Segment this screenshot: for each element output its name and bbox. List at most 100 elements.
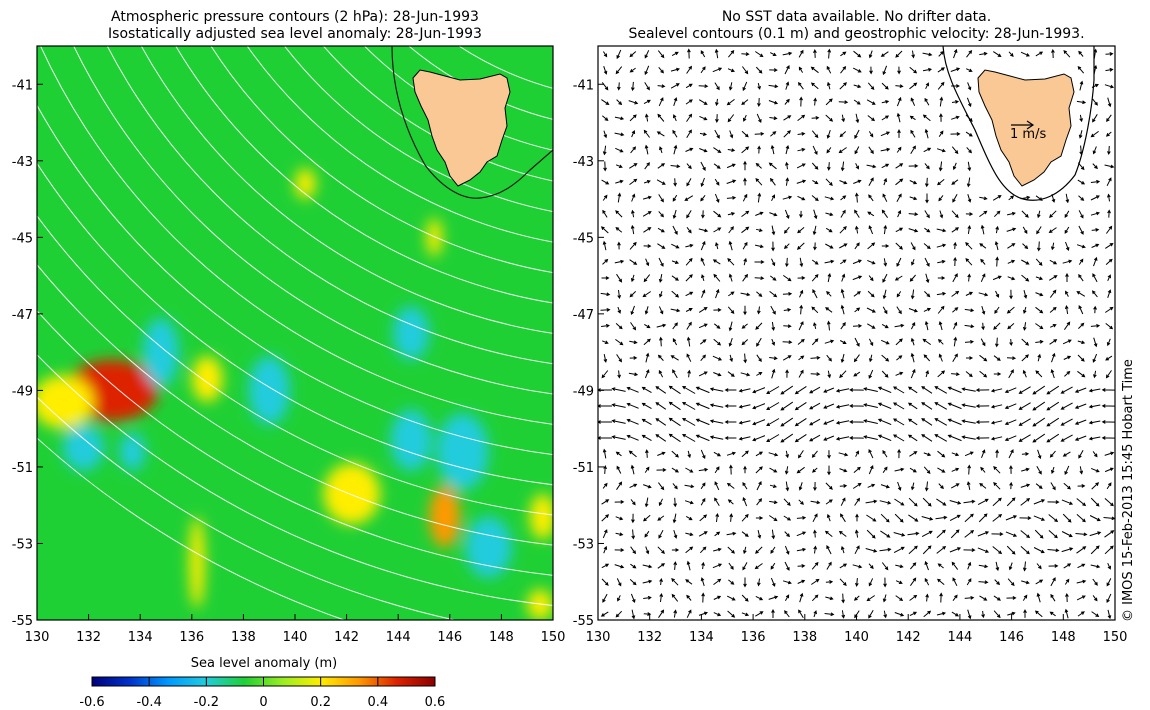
velocity-arrow bbox=[883, 610, 888, 619]
right-axes: 130 132 134 136 138 140 142 144 146 148 150 -41 -43 -… bbox=[573, 78, 1128, 645]
velocity-arrow bbox=[1065, 592, 1069, 603]
velocity-arrow bbox=[867, 323, 876, 329]
tasmania-right bbox=[977, 69, 1075, 187]
velocity-arrow bbox=[796, 179, 807, 184]
velocity-arrow bbox=[841, 114, 846, 123]
velocity-arrow bbox=[616, 49, 622, 60]
velocity-arrow bbox=[769, 52, 777, 56]
right-xtick-label: 148 bbox=[1051, 630, 1076, 645]
velocity-arrow bbox=[936, 611, 947, 616]
velocity-arrow bbox=[602, 51, 608, 58]
velocity-arrow bbox=[713, 227, 722, 233]
velocity-arrow bbox=[655, 402, 667, 410]
velocity-arrow bbox=[1020, 497, 1031, 506]
velocity-arrow bbox=[967, 561, 972, 570]
velocity-arrow bbox=[1035, 276, 1044, 281]
velocity-arrow bbox=[700, 497, 706, 506]
velocity-arrow bbox=[854, 529, 859, 538]
velocity-arrow bbox=[1092, 595, 1098, 602]
velocity-arrow bbox=[1048, 530, 1058, 539]
velocity-arrow bbox=[1022, 322, 1027, 331]
velocity-arrow bbox=[728, 273, 733, 282]
velocity-arrow bbox=[812, 179, 819, 185]
velocity-arrow bbox=[727, 610, 736, 618]
velocity-arrow bbox=[868, 578, 874, 587]
velocity-arrow bbox=[783, 115, 792, 121]
velocity-arrow bbox=[849, 436, 864, 440]
velocity-arrow bbox=[825, 114, 834, 122]
velocity-arrow bbox=[896, 355, 903, 361]
velocity-arrow bbox=[1101, 420, 1115, 424]
velocity-arrow bbox=[895, 338, 903, 346]
velocity-arrow bbox=[964, 451, 974, 457]
velocity-arrow bbox=[937, 276, 946, 280]
velocity-arrow bbox=[934, 386, 948, 394]
velocity-arrow bbox=[908, 212, 919, 217]
velocity-arrow bbox=[799, 96, 803, 107]
velocity-arrow bbox=[950, 483, 960, 489]
velocity-arrow bbox=[657, 515, 665, 521]
velocity-arrow bbox=[714, 193, 720, 204]
velocity-arrow bbox=[963, 548, 976, 552]
velocity-arrow bbox=[881, 562, 889, 571]
velocity-arrow bbox=[712, 259, 721, 265]
velocity-arrow bbox=[1049, 306, 1057, 313]
velocity-arrow bbox=[978, 513, 988, 523]
left-xtick-label: 142 bbox=[334, 630, 359, 645]
velocity-arrow bbox=[909, 611, 918, 617]
velocity-arrow bbox=[615, 147, 624, 153]
velocity-arrow bbox=[1022, 561, 1027, 572]
velocity-arrow bbox=[643, 180, 651, 184]
velocity-arrow bbox=[695, 418, 710, 426]
velocity-arrow bbox=[1009, 289, 1013, 300]
velocity-arrow bbox=[757, 306, 761, 315]
velocity-arrow bbox=[1074, 387, 1087, 393]
velocity-arrow bbox=[686, 321, 692, 330]
velocity-arrow bbox=[782, 195, 793, 200]
velocity-arrow bbox=[1089, 515, 1101, 522]
velocity-arrow bbox=[965, 291, 974, 296]
velocity-arrow bbox=[656, 179, 666, 185]
velocity-arrow bbox=[713, 612, 722, 617]
velocity-arrow bbox=[629, 340, 638, 345]
left-title: Atmospheric pressure contours (2 hPa): 2… bbox=[37, 9, 553, 43]
velocity-arrow bbox=[811, 195, 819, 202]
velocity-arrow bbox=[741, 612, 750, 617]
velocity-arrow bbox=[854, 307, 861, 313]
velocity-arrow bbox=[642, 211, 652, 217]
velocity-arrow bbox=[1107, 289, 1112, 298]
velocity-arrow bbox=[784, 561, 790, 571]
velocity-arrow bbox=[794, 433, 807, 443]
velocity-arrow bbox=[1105, 370, 1112, 379]
velocity-arrow bbox=[752, 403, 766, 410]
velocity-arrow bbox=[742, 81, 748, 92]
velocity-arrow bbox=[978, 580, 989, 585]
velocity-arrow bbox=[1007, 578, 1015, 587]
left-ytick-label: -45 bbox=[12, 231, 33, 246]
velocity-arrow bbox=[1063, 563, 1072, 569]
velocity-arrow bbox=[908, 228, 919, 233]
velocity-arrow bbox=[994, 579, 1001, 586]
velocity-arrow bbox=[840, 195, 847, 201]
velocity-arrow bbox=[738, 404, 751, 409]
velocity-arrow bbox=[1104, 498, 1114, 507]
velocity-arrow bbox=[1005, 531, 1018, 537]
velocity-arrow bbox=[1092, 451, 1098, 458]
velocity-arrow bbox=[601, 499, 610, 505]
velocity-arrow bbox=[728, 579, 735, 585]
velocity-arrow bbox=[659, 592, 664, 603]
velocity-arrow bbox=[642, 579, 653, 584]
velocity-arrow bbox=[784, 545, 790, 555]
velocity-arrow bbox=[964, 529, 975, 538]
velocity-arrow bbox=[894, 513, 904, 523]
velocity-arrow bbox=[598, 420, 612, 424]
velocity-arrow bbox=[743, 257, 747, 266]
velocity-arrow bbox=[1104, 530, 1115, 538]
anomaly-blob bbox=[191, 355, 223, 402]
colorbar-ticks: -0.6 -0.4 -0.2 0 0.2 0.4 0.6 bbox=[79, 677, 445, 710]
velocity-arrow bbox=[797, 579, 806, 584]
velocity-arrow bbox=[1090, 211, 1101, 216]
velocity-arrow bbox=[909, 274, 916, 282]
velocity-arrow bbox=[1107, 609, 1112, 620]
